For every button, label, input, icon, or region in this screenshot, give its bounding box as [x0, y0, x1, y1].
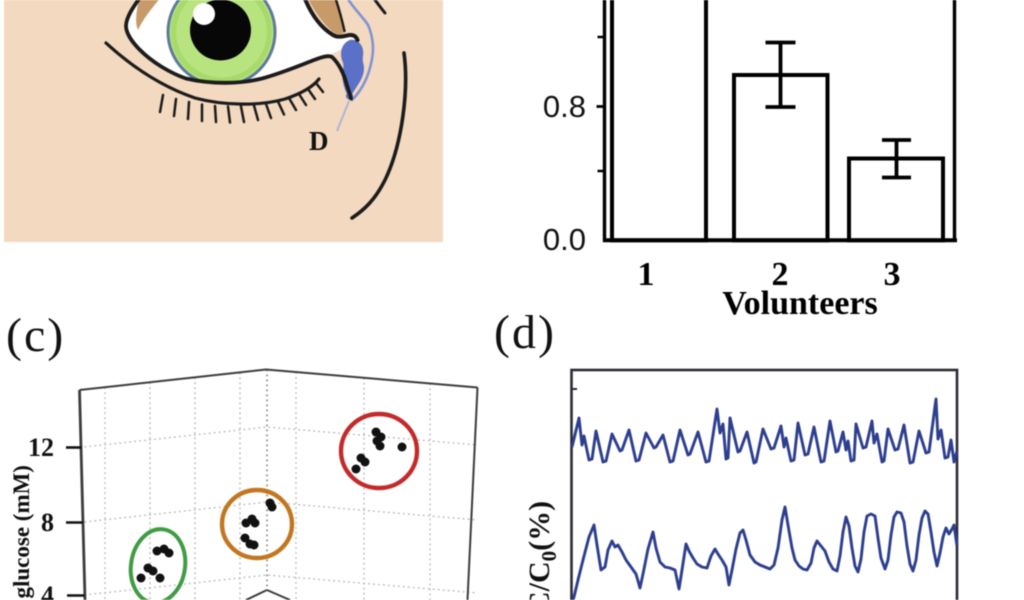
svg-text:C/C0(%): C/C0(%): [523, 501, 561, 600]
svg-text:D: D: [309, 126, 329, 156]
svg-text:Tear glucose (mM): Tear glucose (mM): [9, 465, 34, 600]
svg-text:(c): (c): [6, 309, 65, 362]
svg-text:2: 2: [772, 256, 789, 293]
svg-text:12: 12: [28, 433, 54, 462]
svg-text:1: 1: [638, 256, 655, 293]
svg-text:4: 4: [41, 581, 54, 600]
svg-text:0.0: 0.0: [543, 222, 586, 257]
svg-text:Volunteers: Volunteers: [722, 285, 878, 322]
svg-text:3: 3: [884, 256, 901, 293]
svg-text:(d): (d): [494, 306, 556, 359]
svg-text:0.8: 0.8: [543, 89, 586, 124]
svg-text:8: 8: [41, 508, 54, 537]
